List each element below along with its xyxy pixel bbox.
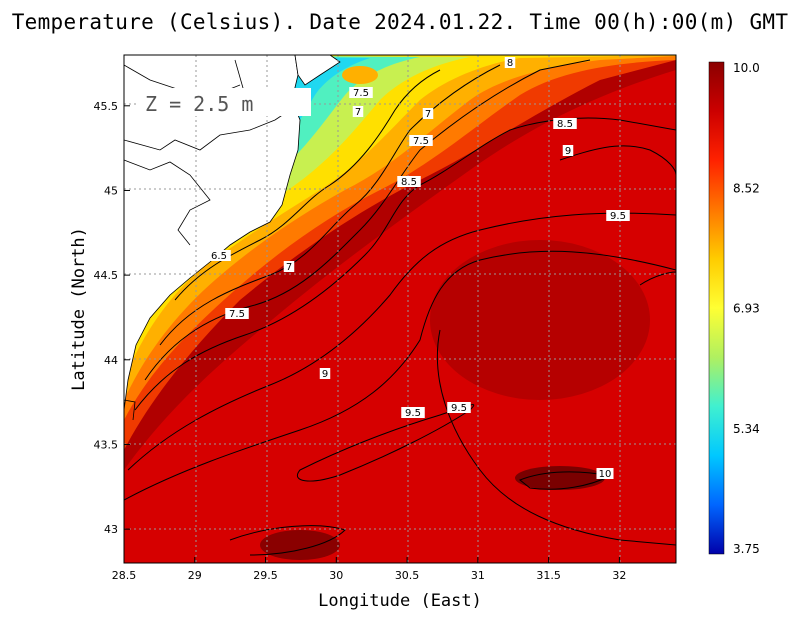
contour-label-bg xyxy=(562,145,574,156)
x-axis-title: Longitude (East) xyxy=(318,591,482,611)
contour-label: 7 xyxy=(286,262,292,273)
contour-label-bg xyxy=(207,250,231,261)
contour-label: 6.5 xyxy=(211,251,227,262)
contour-label-bg xyxy=(283,261,295,272)
contour-label: 9 xyxy=(322,369,328,380)
contour-label: 7 xyxy=(425,109,431,120)
colorbar-label: 5.34 xyxy=(733,422,760,436)
contour-lines xyxy=(124,59,676,556)
contour-label-bg xyxy=(409,135,433,146)
depth-label: Z = 2.5 m xyxy=(145,92,253,116)
colorbar-label: 10.0 xyxy=(733,61,760,75)
map-frame xyxy=(123,54,677,564)
colorbar-labels: 10.0 8.52 6.93 5.34 3.75 xyxy=(733,61,760,556)
contour-label-bg xyxy=(553,118,577,129)
contour-label-bg xyxy=(352,106,364,117)
contour-label: 10 xyxy=(599,469,612,480)
contour-label-bg xyxy=(401,407,425,418)
x-axis-ticks: 28.5 29 29.5 30 30.5 31 31.5 32 xyxy=(112,557,626,582)
contour-label: 9.5 xyxy=(451,403,467,414)
contour-label-bg xyxy=(319,368,331,379)
contour-label-bg xyxy=(606,210,630,221)
contour-label: 7 xyxy=(355,107,361,118)
x-tick-label: 28.5 xyxy=(112,569,137,582)
contour-label: 8.5 xyxy=(557,119,573,130)
y-tick-label: 44.5 xyxy=(94,269,119,282)
contour-label-bg xyxy=(397,176,421,187)
contour-label: 7.5 xyxy=(229,309,245,320)
y-tick-label: 45.5 xyxy=(94,100,119,113)
map-title: Temperature (Celsius). Date 2024.01.22. … xyxy=(11,10,789,34)
contour-label: 9 xyxy=(565,146,571,157)
contour-label-bg xyxy=(596,468,614,479)
y-axis-ticks: 43 43.5 44 44.5 45 45.5 xyxy=(94,100,130,536)
x-tick-label: 29.5 xyxy=(253,569,278,582)
y-tick-label: 45 xyxy=(104,184,118,197)
contour-label-bg xyxy=(504,57,516,68)
y-axis-title: Latitude (North) xyxy=(69,227,89,391)
colorbar-label: 8.52 xyxy=(733,181,760,195)
contour-label: 7.5 xyxy=(413,136,429,147)
y-tick-label: 43 xyxy=(104,523,118,536)
x-tick-label: 30 xyxy=(329,569,343,582)
contour-labels: 8 7.5 7 7 7.5 8.5 8.5 9 9.5 6.5 7 7.5 9 9.5 9.5 10 xyxy=(207,57,630,480)
contour-label-bg xyxy=(447,402,471,413)
y-tick-label: 44 xyxy=(104,354,118,367)
y-tick-label: 43.5 xyxy=(94,438,119,451)
colorbar xyxy=(708,61,725,555)
x-tick-label: 30.5 xyxy=(395,569,420,582)
colorbar-label: 6.93 xyxy=(733,302,760,316)
x-tick-label: 29 xyxy=(188,569,202,582)
colorbar-label: 3.75 xyxy=(733,542,760,556)
x-tick-label: 31.5 xyxy=(536,569,561,582)
contour-label-bg xyxy=(225,308,249,319)
x-tick-label: 32 xyxy=(612,569,626,582)
contour-label: 7.5 xyxy=(353,88,369,99)
contour-label-bg xyxy=(422,108,434,119)
depth-label-bg xyxy=(136,88,311,116)
contour-label: 8.5 xyxy=(401,177,417,188)
x-tick-label: 31 xyxy=(471,569,485,582)
contour-label: 9.5 xyxy=(405,408,421,419)
temperature-field xyxy=(124,55,676,563)
contour-label: 8 xyxy=(507,58,513,69)
contour-label-bg xyxy=(349,87,373,98)
contour-label: 9.5 xyxy=(610,211,626,222)
